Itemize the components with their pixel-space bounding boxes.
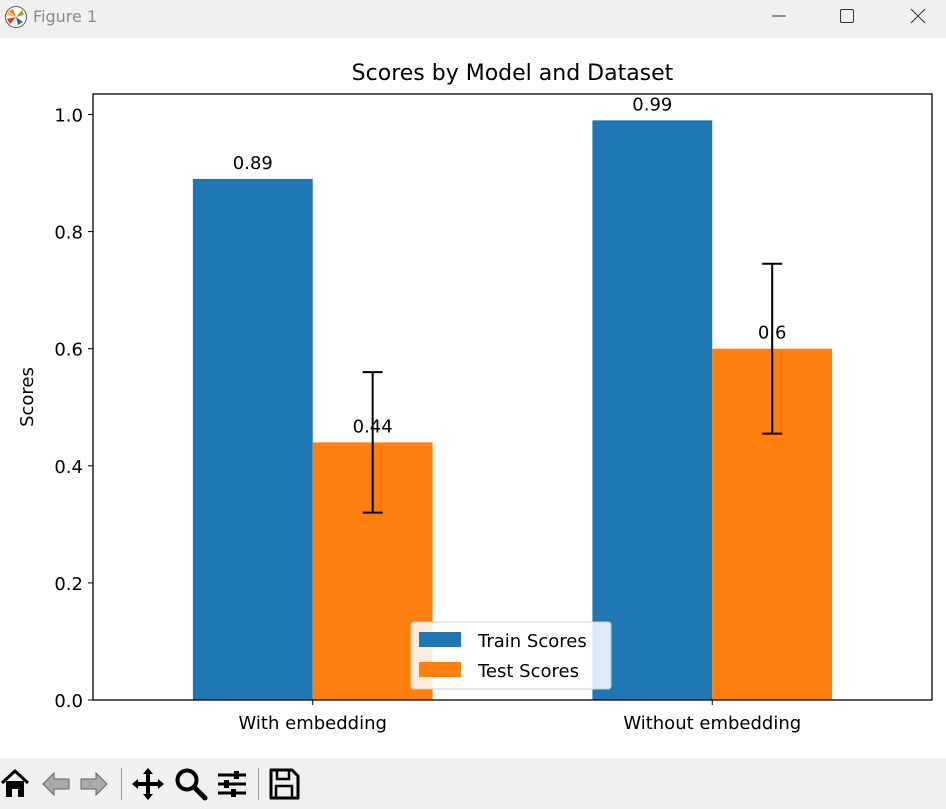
y-tick-label: 0.0 bbox=[54, 691, 83, 712]
minimize-button[interactable] bbox=[756, 0, 802, 32]
y-tick-label: 1.0 bbox=[54, 105, 83, 126]
matplotlib-logo-icon bbox=[5, 6, 27, 28]
legend-swatch bbox=[419, 632, 461, 647]
legend-label: Train Scores bbox=[477, 631, 587, 652]
window-title: Figure 1 bbox=[33, 7, 98, 26]
train-score-bar bbox=[592, 120, 713, 700]
figure-canvas[interactable]: Scores by Model and Dataset Scores 0.0 0.2 0… bbox=[0, 38, 946, 758]
train-score-label: 0.99 bbox=[632, 94, 672, 115]
maximize-icon bbox=[840, 9, 854, 23]
train-score-label: 0.89 bbox=[233, 153, 273, 174]
zoom-icon[interactable] bbox=[174, 767, 208, 801]
y-tick-label: 0.2 bbox=[54, 574, 83, 595]
toolbar-separator bbox=[121, 768, 122, 800]
chart-title: Scores by Model and Dataset bbox=[352, 61, 674, 86]
save-icon[interactable] bbox=[268, 767, 300, 801]
minimize-icon bbox=[772, 15, 786, 17]
x-tick-label: With embedding bbox=[239, 713, 387, 734]
x-tick-label: Without embedding bbox=[623, 713, 801, 734]
legend-swatch bbox=[419, 662, 461, 677]
pan-icon[interactable] bbox=[131, 767, 165, 801]
toolbar-separator bbox=[258, 768, 259, 800]
close-button[interactable] bbox=[895, 0, 941, 32]
back-arrow-icon[interactable] bbox=[40, 767, 72, 801]
maximize-button[interactable] bbox=[824, 0, 870, 32]
y-axis-label: Scores bbox=[17, 367, 38, 427]
axes-frame bbox=[92, 93, 933, 701]
train-score-bar bbox=[192, 178, 313, 700]
window-titlebar: Figure 1 bbox=[0, 0, 946, 38]
close-icon bbox=[910, 8, 926, 24]
navigation-toolbar bbox=[0, 758, 946, 809]
home-icon[interactable] bbox=[0, 767, 32, 801]
legend-label: Test Scores bbox=[477, 661, 579, 682]
configure-subplots-icon[interactable] bbox=[216, 767, 248, 801]
forward-arrow-icon[interactable] bbox=[78, 767, 110, 801]
y-tick-label: 0.6 bbox=[54, 340, 83, 361]
bar-chart: Scores by Model and Dataset Scores 0.0 0.2 0… bbox=[17, 61, 933, 734]
y-tick-label: 0.4 bbox=[54, 457, 83, 478]
y-tick-label: 0.8 bbox=[54, 223, 83, 244]
